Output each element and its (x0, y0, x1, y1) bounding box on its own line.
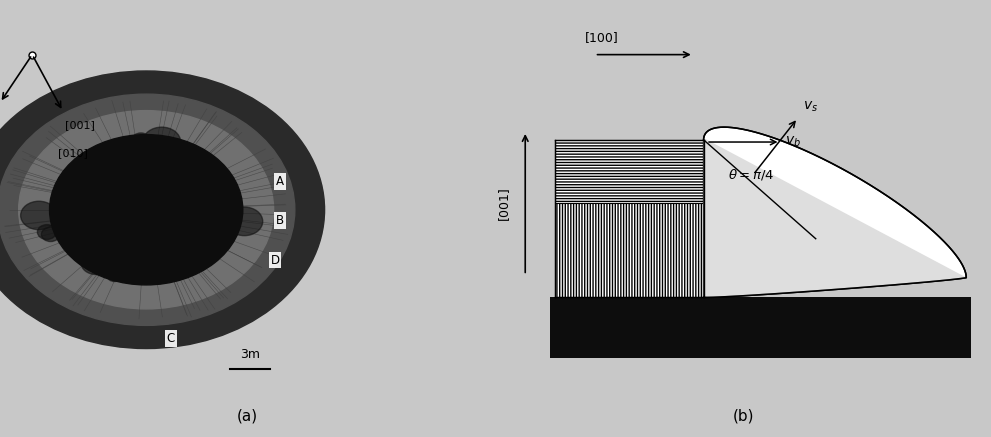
Text: 3m: 3m (240, 348, 261, 361)
Ellipse shape (132, 133, 150, 147)
Text: A: A (275, 175, 284, 188)
Bar (555, 203, 704, 297)
Text: $v_s$: $v_s$ (803, 99, 818, 114)
Text: [001]: [001] (496, 186, 510, 220)
Ellipse shape (190, 261, 202, 271)
Ellipse shape (0, 94, 295, 326)
Text: (b): (b) (732, 409, 754, 424)
Text: C: C (166, 332, 175, 345)
Text: [001]: [001] (65, 120, 95, 130)
Ellipse shape (143, 127, 180, 156)
Ellipse shape (38, 225, 56, 239)
Ellipse shape (69, 231, 96, 252)
Ellipse shape (226, 207, 263, 236)
Text: $v_b$: $v_b$ (786, 135, 802, 149)
Ellipse shape (42, 227, 59, 242)
Ellipse shape (19, 111, 274, 309)
Text: D: D (271, 253, 279, 267)
Text: (a): (a) (237, 409, 259, 424)
Text: [010]: [010] (57, 149, 88, 159)
Ellipse shape (107, 270, 122, 281)
Bar (550, 297, 971, 358)
Ellipse shape (64, 179, 87, 198)
Bar (555, 140, 704, 203)
Text: B: B (275, 214, 284, 227)
Text: $\theta = \pi/4$: $\theta = \pi/4$ (728, 167, 775, 182)
Ellipse shape (0, 71, 325, 348)
Ellipse shape (21, 201, 57, 230)
Polygon shape (704, 127, 966, 298)
Ellipse shape (81, 251, 111, 274)
Ellipse shape (0, 71, 325, 348)
Ellipse shape (50, 135, 243, 285)
Polygon shape (704, 138, 966, 298)
Ellipse shape (198, 160, 210, 169)
Text: [100]: [100] (585, 31, 618, 44)
